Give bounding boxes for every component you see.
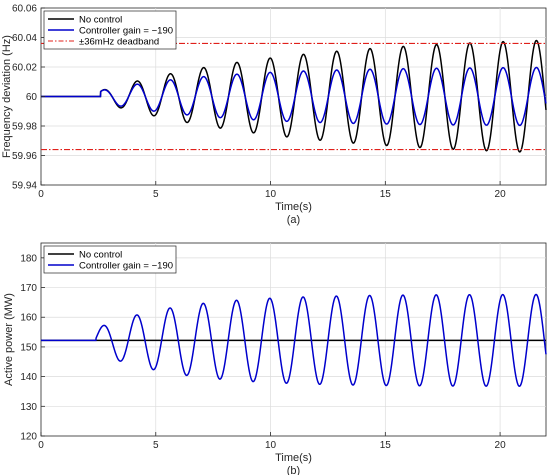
y-tick-label: 170 [20, 283, 37, 294]
panel-a-x-axis-label: Time(s) [275, 201, 312, 213]
y-tick-label: 59.98 [12, 122, 37, 133]
y-tick-label: 60 [26, 92, 38, 103]
panel-b-x-ticks: 0 5 10 15 20 [38, 432, 506, 451]
y-tick-label: 59.96 [12, 151, 37, 162]
series-line-2 [41, 293, 547, 388]
panel-a-caption: (a) [287, 214, 300, 226]
x-tick-label: 5 [153, 440, 159, 451]
panel-a-y-ticks: 59.94 59.96 59.98 60 60.02 60.04 60.06 [12, 4, 45, 192]
x-tick-label: 10 [265, 189, 277, 200]
panel-b-caption: (b) [287, 465, 300, 475]
x-tick-label: 10 [265, 440, 277, 451]
panel-a-x-ticks: 0 5 10 15 20 [38, 181, 506, 200]
legend-entry: No control [79, 15, 122, 26]
x-tick-label: 15 [380, 440, 392, 451]
legend-entry: Controller gain = −190 [79, 26, 173, 37]
x-tick-label: 20 [495, 189, 507, 200]
y-tick-label: 59.94 [12, 181, 37, 192]
panel-b-active-power: 0 5 10 15 20 120 130 140 150 160 170 180 Time(s) A… [3, 242, 547, 475]
y-tick-label: 160 [20, 313, 37, 324]
panel-b-series [41, 293, 547, 388]
x-tick-label: 15 [380, 189, 392, 200]
legend-entry: Controller gain = −190 [79, 261, 173, 272]
x-tick-label: 0 [38, 189, 44, 200]
y-tick-label: 150 [20, 342, 37, 353]
y-tick-label: 120 [20, 432, 37, 443]
y-tick-label: 180 [20, 253, 37, 264]
x-tick-label: 5 [153, 189, 159, 200]
panel-b-y-axis-label: Active power (MW) [3, 293, 15, 386]
y-tick-label: 60.02 [12, 63, 37, 74]
series-line-2 [41, 66, 547, 127]
panel-b-y-ticks: 120 130 140 150 160 170 180 [20, 253, 45, 443]
y-tick-label: 140 [20, 372, 37, 383]
legend-box [43, 245, 177, 274]
legend-entry: No control [79, 250, 122, 261]
legend-entry: ±36mHz deadband [79, 37, 159, 48]
y-tick-label: 60.06 [12, 4, 37, 15]
panel-a-frequency: 0 5 10 15 20 59.94 59.96 59.98 60 60.02 60.04 60.0… [1, 4, 547, 226]
x-tick-label: 0 [38, 440, 44, 451]
y-tick-label: 60.04 [12, 33, 37, 44]
panel-a-y-axis-label: Frequency deviation (Hz) [1, 35, 13, 158]
y-tick-label: 130 [20, 402, 37, 413]
panel-b-x-axis-label: Time(s) [275, 452, 312, 464]
x-tick-label: 20 [495, 440, 507, 451]
